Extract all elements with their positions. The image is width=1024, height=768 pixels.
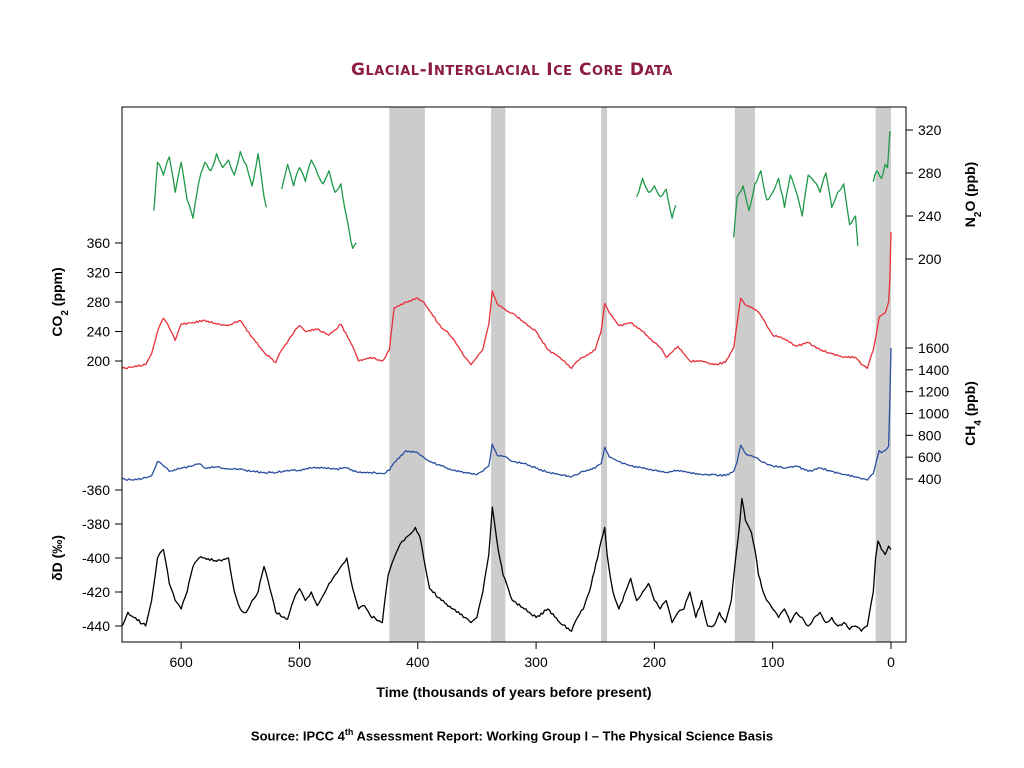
y-tick-label-ch4-600: 600: [918, 449, 942, 465]
series-n2o-line-3: [733, 170, 859, 247]
y-tick-label-ch4-1000: 1000: [918, 406, 949, 422]
x-tick-label-500: 500: [288, 654, 312, 670]
series-d-group: [121, 497, 892, 632]
y-tick-label-d--440: -440: [82, 618, 110, 634]
x-axis-label: Time (thousands of years before present): [376, 684, 651, 700]
series-co2-group: [121, 231, 892, 370]
y-tick-label-ch4-800: 800: [918, 427, 942, 443]
y-tick-label-co2-200: 200: [87, 353, 111, 369]
source-suffix: Assessment Report: Working Group I – The…: [353, 728, 774, 744]
y-tick-label-d--360: -360: [82, 482, 110, 498]
y-axis-label-co2: CO2 (ppm): [49, 267, 71, 336]
interglacial-bands: [389, 107, 891, 642]
x-tick-label-400: 400: [406, 654, 430, 670]
series-n2o-line-2: [636, 177, 677, 219]
chart-title: GLACIAL-INTERGLACIAL ICE CORE DATA: [351, 60, 673, 80]
source-note: Source: IPCC 4th Assessment Report: Work…: [0, 727, 1024, 743]
series-n2o-line-0: [153, 150, 267, 219]
x-tick-label-0: 0: [887, 654, 895, 670]
source-prefix: Source: IPCC 4: [250, 728, 345, 744]
y-tick-label-n2o-240: 240: [918, 208, 942, 224]
y-axis-label-n2o: N2O (ppb): [962, 162, 984, 227]
y-tick-label-co2-360: 360: [87, 235, 111, 251]
y-tick-label-n2o-280: 280: [918, 165, 942, 181]
y-tick-label-co2-240: 240: [87, 324, 111, 340]
series-ch4-group: [121, 347, 892, 481]
y-axis-label-d: δD (‰): [49, 535, 65, 581]
series-ch4-line-0: [121, 347, 892, 481]
y-tick-label-co2-320: 320: [87, 265, 111, 281]
interglacial-band-2: [601, 107, 608, 642]
interglacial-band-0: [389, 107, 425, 642]
interglacial-band-1: [491, 107, 506, 642]
series-d-line-0: [121, 497, 892, 632]
series-n2o-group: [153, 131, 891, 249]
y-tick-label-ch4-1600: 1600: [918, 340, 949, 356]
source-sup: th: [344, 727, 354, 737]
series-n2o-line-4: [872, 131, 891, 182]
y-tick-label-d--420: -420: [82, 584, 110, 600]
x-tick-label-600: 600: [169, 654, 193, 670]
y-tick-label-co2-280: 280: [87, 294, 111, 310]
interglacial-band-3: [734, 107, 755, 642]
y-tick-label-ch4-1200: 1200: [918, 384, 949, 400]
y-axis-label-ch4: CH4 (ppb): [962, 381, 984, 446]
series-co2-line-0: [121, 231, 892, 370]
y-tick-label-n2o-200: 200: [918, 251, 942, 267]
y-tick-label-d--400: -400: [82, 550, 110, 566]
x-tick-label-300: 300: [524, 654, 548, 670]
series-layer: [121, 131, 892, 632]
x-tick-label-200: 200: [643, 654, 667, 670]
y-tick-label-ch4-1400: 1400: [918, 362, 949, 378]
interglacial-band-4: [875, 107, 891, 642]
y-tick-label-d--380: -380: [82, 516, 110, 532]
plot-frame: [121, 106, 907, 643]
series-n2o-line-1: [281, 159, 357, 249]
x-tick-label-100: 100: [761, 654, 785, 670]
y-tick-label-n2o-320: 320: [918, 122, 942, 138]
y-tick-label-ch4-400: 400: [918, 471, 942, 487]
